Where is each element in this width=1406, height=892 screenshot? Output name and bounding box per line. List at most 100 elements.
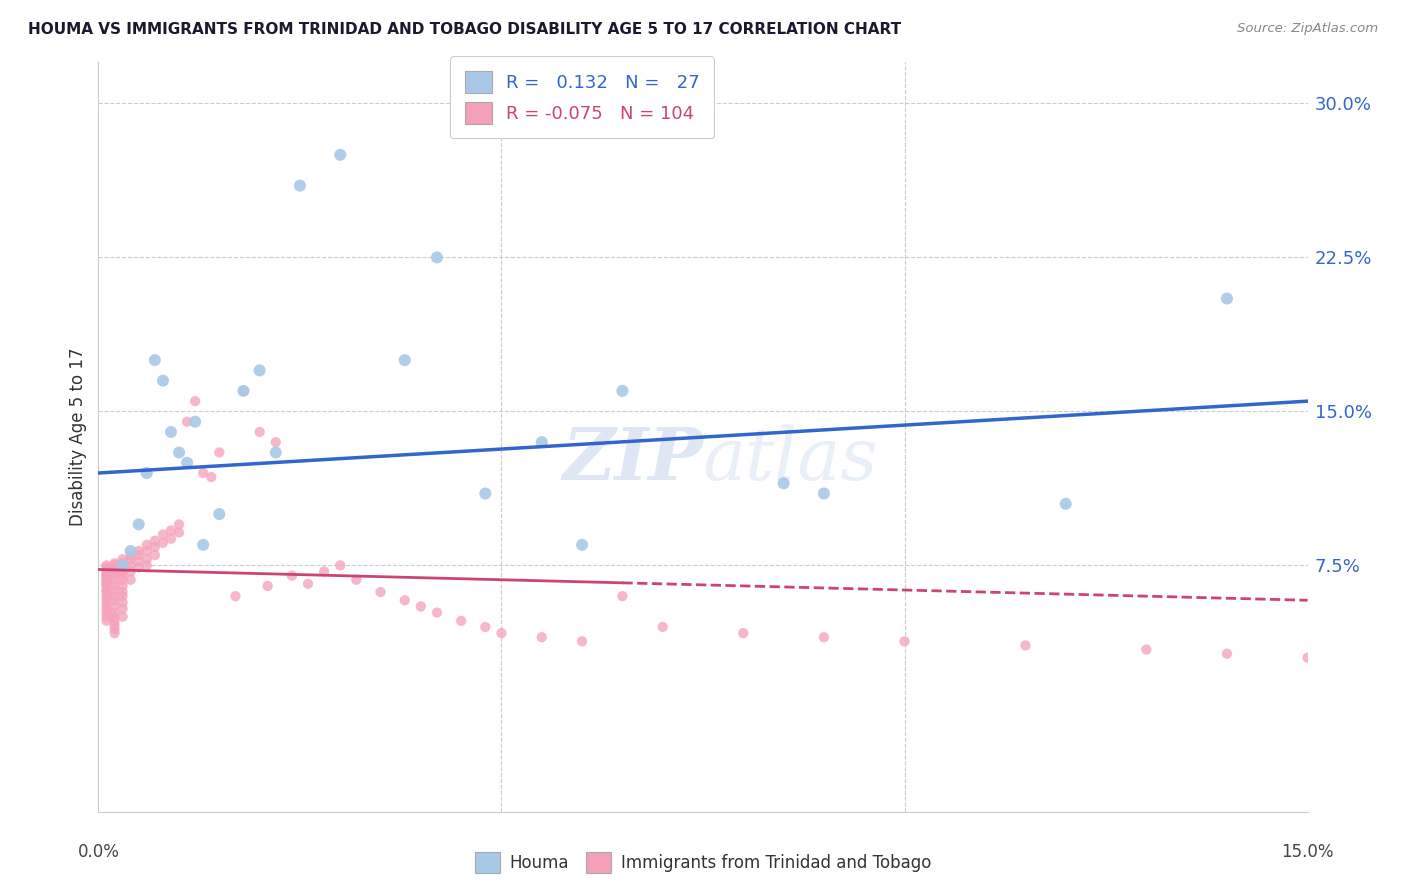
Point [96, 571, 118, 585]
Point [135, 466, 157, 480]
Point [111, 585, 134, 599]
Point [135, 544, 157, 558]
Point [224, 589, 246, 603]
Point [571, 634, 593, 648]
Point [103, 582, 125, 597]
Point [143, 540, 166, 554]
Point [530, 435, 553, 450]
Point [813, 486, 835, 500]
Point [1054, 497, 1077, 511]
Point [103, 557, 125, 571]
Point [103, 609, 125, 624]
Point [152, 374, 174, 388]
Point [111, 601, 134, 615]
Point [176, 456, 198, 470]
Point [96, 566, 118, 581]
Point [103, 618, 125, 632]
Point [893, 634, 915, 648]
Point [152, 536, 174, 550]
Point [135, 552, 157, 566]
Point [120, 544, 142, 558]
Point [1216, 292, 1239, 306]
Point [96, 558, 118, 573]
Point [103, 568, 125, 582]
Point [394, 353, 416, 368]
Point [733, 626, 755, 640]
Text: 15.0%: 15.0% [1281, 843, 1334, 861]
Point [111, 560, 134, 574]
Point [120, 565, 142, 579]
Point [111, 609, 134, 624]
Point [249, 363, 271, 377]
Point [474, 620, 496, 634]
Point [651, 620, 673, 634]
Point [232, 384, 254, 398]
Point [314, 565, 336, 579]
Point [96, 585, 118, 599]
Point [143, 548, 166, 562]
Point [128, 554, 150, 568]
Point [96, 560, 118, 574]
Point [409, 599, 432, 614]
Point [103, 622, 125, 636]
Point [530, 630, 553, 644]
Point [120, 573, 142, 587]
Text: ZIP: ZIP [562, 424, 703, 495]
Point [450, 614, 472, 628]
Point [184, 394, 207, 409]
Point [96, 582, 118, 597]
Point [103, 593, 125, 607]
Point [120, 552, 142, 566]
Point [96, 593, 118, 607]
Point [103, 562, 125, 576]
Point [96, 579, 118, 593]
Point [96, 606, 118, 620]
Point [1135, 642, 1157, 657]
Point [128, 560, 150, 574]
Point [103, 599, 125, 614]
Legend: Houma, Immigrants from Trinidad and Tobago: Houma, Immigrants from Trinidad and Toba… [468, 846, 938, 880]
Point [128, 517, 150, 532]
Point [426, 606, 449, 620]
Point [96, 573, 118, 587]
Point [160, 532, 183, 546]
Point [103, 589, 125, 603]
Point [143, 353, 166, 368]
Point [96, 609, 118, 624]
Point [394, 593, 416, 607]
Point [344, 573, 367, 587]
Y-axis label: Disability Age 5 to 17: Disability Age 5 to 17 [69, 348, 87, 526]
Point [1014, 639, 1036, 653]
Point [297, 577, 319, 591]
Point [256, 579, 278, 593]
Point [103, 606, 125, 620]
Point [111, 565, 134, 579]
Point [193, 466, 215, 480]
Point [200, 470, 222, 484]
Point [111, 568, 134, 582]
Point [612, 384, 634, 398]
Text: Source: ZipAtlas.com: Source: ZipAtlas.com [1237, 22, 1378, 36]
Point [96, 614, 118, 628]
Point [813, 630, 835, 644]
Point [96, 568, 118, 582]
Point [1296, 650, 1319, 665]
Point [96, 601, 118, 615]
Point [96, 577, 118, 591]
Point [103, 573, 125, 587]
Point [135, 538, 157, 552]
Point [329, 558, 352, 573]
Point [120, 548, 142, 562]
Point [281, 568, 304, 582]
Point [120, 558, 142, 573]
Point [111, 558, 134, 573]
Point [167, 525, 190, 540]
Point [103, 614, 125, 628]
Point [193, 538, 215, 552]
Point [232, 384, 254, 398]
Text: 0.0%: 0.0% [77, 843, 120, 861]
Point [264, 435, 287, 450]
Point [160, 425, 183, 439]
Legend: R =   0.132   N =   27, R = -0.075   N = 104: R = 0.132 N = 27, R = -0.075 N = 104 [450, 56, 714, 138]
Point [111, 579, 134, 593]
